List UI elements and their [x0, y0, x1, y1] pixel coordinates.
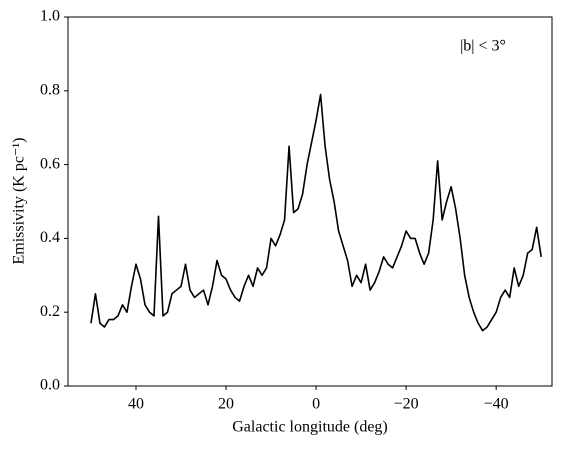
y-axis-label: Emissivity (K pc⁻¹) [11, 137, 28, 264]
x-tick-label: −20 [394, 396, 419, 413]
x-tick-label: 20 [218, 396, 234, 413]
plot-frame [67, 16, 553, 387]
x-tick-label: 40 [128, 396, 144, 413]
y-tick-label: 0.4 [40, 229, 60, 246]
y-tick-label: 0.2 [40, 303, 60, 320]
y-tick-label: 1.0 [40, 8, 60, 25]
annotation: |b| < 3° [460, 38, 506, 55]
y-tick-label: 0.0 [40, 377, 60, 394]
line-series [90, 93, 542, 332]
y-tick-label: 0.8 [40, 81, 60, 98]
y-tick-label: 0.6 [40, 155, 60, 172]
x-tick-label: −40 [484, 396, 509, 413]
x-axis-label: Galactic longitude (deg) [232, 419, 388, 436]
x-tick-label: 0 [312, 396, 320, 413]
